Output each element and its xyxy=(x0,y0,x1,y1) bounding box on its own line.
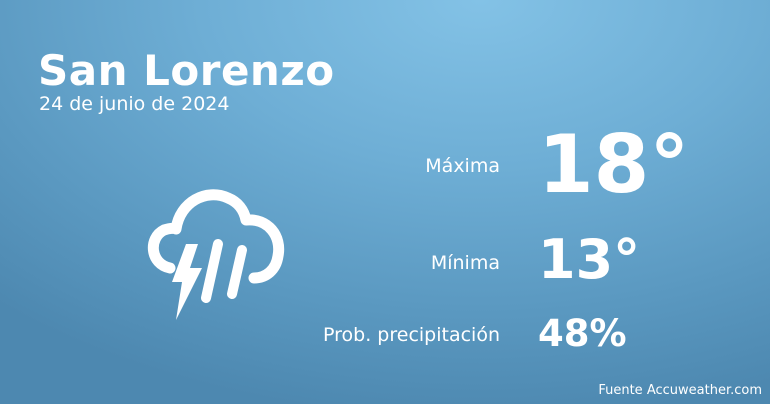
max-temp-label: Máxima xyxy=(425,155,500,177)
cloud-thunder-rain-icon xyxy=(147,189,285,320)
min-temp-label: Mínima xyxy=(430,252,500,274)
precipitation-value: 48% xyxy=(538,312,627,355)
max-temp-value: 18° xyxy=(538,118,690,211)
min-temp-value: 13° xyxy=(538,228,641,291)
source-credit: Fuente Accuweather.com xyxy=(598,383,762,398)
city-name: San Lorenzo xyxy=(38,46,335,95)
forecast-date: 24 de junio de 2024 xyxy=(39,93,230,115)
precipitation-label: Prob. precipitación xyxy=(323,324,500,346)
